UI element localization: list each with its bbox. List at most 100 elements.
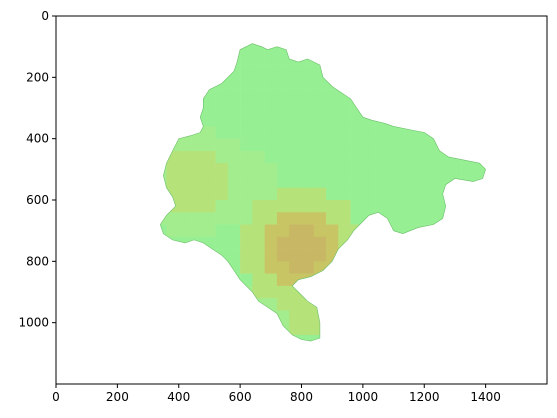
raster-cell xyxy=(362,175,376,189)
raster-cell xyxy=(215,114,229,127)
raster-cell xyxy=(276,150,290,164)
raster-cell xyxy=(424,200,437,213)
raster-cell xyxy=(350,126,364,139)
raster-cell xyxy=(203,101,216,115)
raster-cell xyxy=(387,138,400,152)
y-axis: 0 200 400 600 800 1000 xyxy=(18,9,56,330)
raster-cell xyxy=(191,187,204,201)
raster-cell xyxy=(227,163,241,176)
raster-cell xyxy=(375,150,388,164)
raster-cell xyxy=(227,114,241,127)
raster-cell xyxy=(326,175,339,189)
raster-cell xyxy=(301,187,315,201)
raster-cell xyxy=(448,163,462,176)
raster-cell xyxy=(227,150,241,164)
raster-cell xyxy=(326,89,339,103)
raster-cell xyxy=(166,212,180,225)
x-axis: 0 200 400 600 800 1000 1200 1400 xyxy=(52,384,501,404)
raster-cell xyxy=(240,77,253,90)
raster-cell xyxy=(301,200,315,213)
raster-cell xyxy=(240,43,253,54)
raster-cell xyxy=(276,224,290,238)
raster-cell xyxy=(411,138,425,152)
raster-cell xyxy=(215,236,229,250)
raster-cell xyxy=(326,114,339,127)
raster-cell xyxy=(338,114,351,127)
raster-cell xyxy=(424,175,437,189)
raster-cell xyxy=(289,175,302,189)
raster-cell xyxy=(276,285,290,299)
raster-cell xyxy=(252,77,265,90)
raster-cell xyxy=(252,187,265,201)
raster-cell xyxy=(240,187,253,201)
raster-cell xyxy=(264,65,278,78)
raster-cell xyxy=(375,200,388,213)
raster-cell xyxy=(252,101,265,115)
raster-cell xyxy=(178,163,192,176)
raster-cell xyxy=(178,138,192,152)
x-tick-label: 600 xyxy=(229,390,252,404)
raster-cell xyxy=(240,236,253,250)
raster-cell xyxy=(264,114,278,127)
raster-cell xyxy=(215,126,229,139)
raster-cell xyxy=(264,187,278,201)
raster-cell xyxy=(191,163,204,176)
raster-cell xyxy=(252,43,265,54)
raster-cell xyxy=(227,236,241,250)
y-tick-label: 600 xyxy=(26,193,49,207)
raster-cell xyxy=(424,212,437,225)
raster-cell xyxy=(240,89,253,103)
raster-cell xyxy=(350,212,364,225)
raster-cell xyxy=(375,126,388,139)
raster-cell xyxy=(362,200,376,213)
raster-cell xyxy=(215,224,229,238)
raster-cell xyxy=(399,150,413,164)
raster-cell xyxy=(313,126,327,139)
raster-cell xyxy=(264,273,278,287)
raster-cell xyxy=(399,175,413,189)
raster-cell xyxy=(178,200,192,213)
raster-cell xyxy=(301,334,315,342)
raster-cell xyxy=(313,175,327,189)
raster-cell xyxy=(313,150,327,164)
raster-cell xyxy=(289,138,302,152)
raster-cell xyxy=(203,150,216,164)
raster-cell xyxy=(252,224,265,238)
raster-cell xyxy=(289,187,302,201)
raster-cell xyxy=(227,89,241,103)
raster-cell xyxy=(350,114,364,127)
raster-cell xyxy=(203,138,216,152)
raster-cell xyxy=(313,114,327,127)
raster-cell xyxy=(313,187,327,201)
raster-cell xyxy=(227,138,241,152)
raster-cell xyxy=(289,298,302,311)
raster-cell xyxy=(191,150,204,164)
raster-cell xyxy=(215,138,229,152)
raster-cell xyxy=(252,175,265,189)
raster-cell xyxy=(301,261,315,274)
raster-cell xyxy=(178,187,192,201)
raster-cell xyxy=(215,212,229,225)
raster-cell xyxy=(387,163,400,176)
raster-cell xyxy=(191,138,204,152)
raster-cell xyxy=(203,224,216,238)
raster-cell xyxy=(289,200,302,213)
raster-cell xyxy=(240,52,253,66)
raster-cell xyxy=(313,212,327,225)
raster-cell xyxy=(362,163,376,176)
raster-cell xyxy=(203,200,216,213)
raster-cell xyxy=(252,249,265,262)
raster-cell xyxy=(178,175,192,189)
raster-cell xyxy=(240,261,253,274)
raster-cell xyxy=(203,114,216,127)
raster-cell xyxy=(240,150,253,164)
y-tick-label: 200 xyxy=(26,70,49,84)
raster-cell xyxy=(313,236,327,250)
raster-cell xyxy=(276,101,290,115)
raster-cell xyxy=(411,175,425,189)
raster-cell xyxy=(289,65,302,78)
raster-cell xyxy=(411,212,425,225)
raster-cell xyxy=(252,65,265,78)
raster-cell xyxy=(215,163,229,176)
raster-cell xyxy=(375,163,388,176)
